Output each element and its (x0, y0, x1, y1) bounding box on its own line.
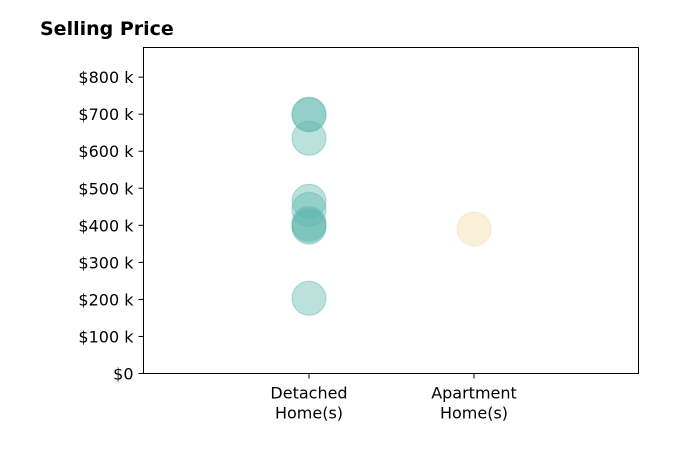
x-tick-label: Detached (270, 384, 347, 403)
y-tick-label: $500 k (78, 179, 134, 198)
data-point (291, 209, 327, 245)
y-tick-label: $200 k (78, 290, 134, 309)
x-tick-label: Home(s) (440, 404, 508, 423)
y-tick-label: $800 k (78, 68, 134, 87)
y-tick-label: $700 k (78, 105, 134, 124)
y-tick-label: $400 k (78, 216, 134, 235)
plot-area-frame (143, 47, 639, 374)
data-point (291, 191, 327, 227)
y-tick-label: $600 k (78, 142, 134, 161)
data-point (291, 183, 327, 219)
chart-title: Selling Price (40, 18, 174, 40)
data-point (291, 280, 327, 316)
data-point (291, 120, 327, 156)
x-tick-label: Home(s) (275, 404, 343, 423)
y-tick-label: $0 (113, 365, 133, 384)
y-tick-label: $300 k (78, 253, 134, 272)
x-tick-label: Apartment (431, 384, 517, 403)
y-tick-label: $100 k (78, 327, 134, 346)
data-point (456, 211, 492, 247)
data-points (291, 96, 492, 316)
y-axis: $0 $100 k $200 k $300 k $400 k $500 k $600 k $7… (78, 68, 144, 384)
